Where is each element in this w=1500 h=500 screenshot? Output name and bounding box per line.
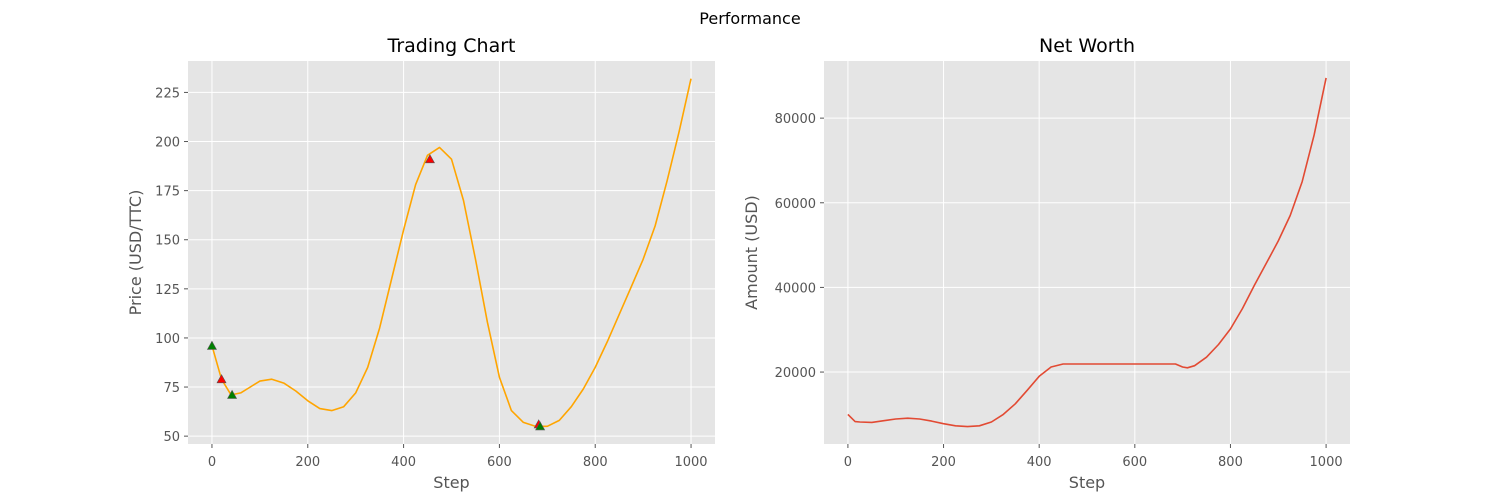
trade-marker — [206, 340, 217, 350]
x-tick-label: 0 — [844, 455, 852, 470]
x-tick-label: 400 — [1027, 455, 1052, 470]
x-axis-label: Step — [1069, 473, 1105, 492]
figure-suptitle: Performance — [699, 9, 800, 28]
y-tick-label: 20000 — [775, 366, 816, 381]
y-tick-label: 200 — [155, 136, 180, 151]
x-tick-label: 1000 — [674, 455, 707, 470]
trading-chart: 0 200 400 600 800 1000 50 75 100 125 150 175 200 225 T… — [126, 35, 715, 492]
series-line-0 — [211, 78, 692, 428]
y-tick-label: 40000 — [775, 281, 816, 296]
trade-marker — [216, 374, 227, 384]
plot-area — [824, 61, 1350, 444]
x-tick-label: 200 — [931, 455, 956, 470]
x-tick-label: 0 — [208, 455, 216, 470]
x-tick-label: 1000 — [1310, 455, 1343, 470]
x-axis-label: Step — [433, 473, 469, 492]
y-tick-label: 80000 — [775, 112, 816, 127]
trade-marker — [424, 154, 435, 164]
x-tick-label: 200 — [295, 455, 320, 470]
y-tick-label: 150 — [155, 234, 180, 249]
net-worth-chart: 0 200 400 600 800 1000 20000 40000 60000 80000 Net… — [742, 35, 1350, 492]
y-axis-label: Price (USD/TTC) — [126, 190, 145, 316]
x-tick-label: 400 — [391, 455, 416, 470]
x-tick-label: 600 — [487, 455, 512, 470]
y-tick-label: 75 — [163, 381, 180, 396]
trade-marker — [535, 421, 546, 431]
y-tick-label: 125 — [155, 283, 180, 298]
y-axis-label: Amount (USD) — [742, 195, 761, 310]
chart-title: Net Worth — [1039, 35, 1135, 57]
x-tick-label: 600 — [1122, 455, 1147, 470]
y-tick-label: 60000 — [775, 197, 816, 212]
y-tick-label: 50 — [163, 430, 180, 445]
trade-marker — [227, 389, 238, 399]
x-tick-label: 800 — [583, 455, 608, 470]
x-tick-label: 800 — [1218, 455, 1243, 470]
y-tick-label: 100 — [155, 332, 180, 347]
y-tick-label: 225 — [155, 86, 180, 101]
series-line-0 — [847, 77, 1327, 428]
chart-title: Trading Chart — [387, 35, 516, 57]
y-tick-label: 175 — [155, 185, 180, 200]
